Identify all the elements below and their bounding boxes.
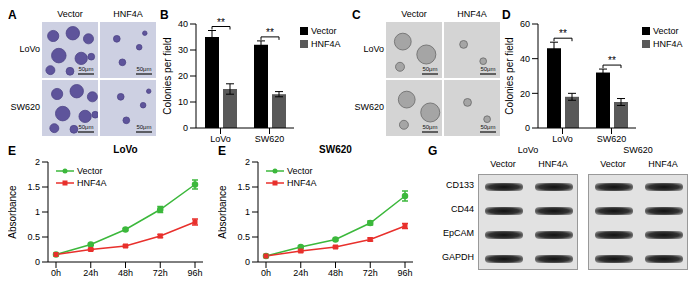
svg-text:40: 40 [520, 54, 530, 64]
svg-text:72h: 72h [363, 268, 378, 278]
svg-text:0: 0 [525, 123, 530, 133]
svg-text:1: 1 [35, 207, 40, 217]
html-text:HNF4A: HNF4A [287, 178, 317, 188]
html-text:HNF4A: HNF4A [113, 9, 143, 19]
html-text:Vector: Vector [490, 159, 516, 169]
svg-text:1: 1 [245, 207, 250, 217]
html-text:Vector: Vector [311, 26, 337, 36]
html-text:HNF4A: HNF4A [311, 39, 341, 49]
svg-text:24h: 24h [83, 268, 98, 278]
html-text:CD133: CD133 [446, 180, 474, 190]
svg-text:0: 0 [245, 257, 250, 267]
html-text:E: E [8, 144, 16, 158]
html-text:HNF4A: HNF4A [653, 39, 683, 49]
svg-text:**: ** [608, 55, 616, 66]
svg-text:50μm: 50μm [136, 124, 151, 130]
html-text:GAPDH: GAPDH [442, 252, 474, 262]
html-text:Vector: Vector [287, 166, 313, 176]
html-text:C: C [352, 8, 361, 22]
svg-text:50μm: 50μm [422, 66, 437, 72]
svg-text:50μm: 50μm [480, 66, 495, 72]
svg-text:10: 10 [178, 97, 188, 107]
html-text:A: A [8, 8, 17, 22]
svg-text:LoVo: LoVo [210, 134, 231, 144]
svg-text:20: 20 [520, 89, 530, 99]
svg-text:1.5: 1.5 [237, 182, 250, 192]
html-text:D: D [502, 8, 511, 22]
svg-text:2: 2 [245, 157, 250, 167]
html-text:HNF4A: HNF4A [77, 178, 107, 188]
html-text:LoVo: LoVo [113, 144, 138, 155]
html-text:Vector: Vector [653, 26, 679, 36]
svg-text:20: 20 [178, 71, 188, 81]
html-text:HNF4A: HNF4A [457, 9, 487, 19]
svg-text:0.5: 0.5 [237, 232, 250, 242]
html-text:LoVo: LoVo [19, 44, 40, 54]
svg-text:40: 40 [178, 19, 188, 29]
svg-text:72h: 72h [153, 268, 168, 278]
html-text:E: E [218, 144, 226, 158]
html-text:Vector: Vector [57, 9, 83, 19]
svg-text:50μm: 50μm [480, 124, 495, 130]
svg-text:24h: 24h [293, 268, 308, 278]
svg-text:0.5: 0.5 [27, 232, 40, 242]
svg-text:**: ** [217, 17, 225, 28]
svg-text:0: 0 [35, 257, 40, 267]
svg-text:96h: 96h [397, 268, 412, 278]
html-text:Vector: Vector [401, 9, 427, 19]
html-text:B: B [160, 8, 169, 22]
svg-text:50μm: 50μm [136, 66, 151, 72]
html-text:G: G [428, 144, 438, 158]
svg-text:**: ** [559, 28, 567, 39]
svg-text:48h: 48h [118, 268, 133, 278]
svg-text:2: 2 [35, 157, 40, 167]
svg-text:Absorbance: Absorbance [218, 185, 228, 239]
svg-text:Colonies per field: Colonies per field [162, 37, 173, 114]
html-text:LoVo: LoVo [517, 145, 539, 155]
svg-text:LoVo: LoVo [552, 134, 573, 144]
svg-text:0h: 0h [51, 268, 61, 278]
html-text:Vector: Vector [77, 166, 103, 176]
svg-text:SW620: SW620 [597, 134, 627, 144]
html-text:HNF4A: HNF4A [648, 159, 678, 169]
svg-text:30: 30 [178, 45, 188, 55]
svg-text:0h: 0h [261, 268, 271, 278]
html-text:CD44: CD44 [451, 204, 474, 214]
html-text:SW620: SW620 [319, 144, 352, 155]
svg-text:96h: 96h [187, 268, 202, 278]
html-text:EpCAM: EpCAM [443, 228, 474, 238]
svg-text:1.5: 1.5 [27, 182, 40, 192]
svg-text:50μm: 50μm [422, 124, 437, 130]
html-text:SW620: SW620 [354, 102, 384, 112]
html-text:Vector: Vector [600, 159, 626, 169]
svg-text:0: 0 [183, 123, 188, 133]
html-text:HNF4A: HNF4A [538, 159, 568, 169]
html-text:LoVo: LoVo [363, 44, 384, 54]
html-text:SW620: SW620 [10, 102, 40, 112]
svg-text:Absorbance: Absorbance [8, 185, 18, 239]
svg-text:50μm: 50μm [78, 66, 93, 72]
svg-text:60: 60 [520, 19, 530, 29]
html-text:SW620: SW620 [623, 145, 653, 155]
svg-text:48h: 48h [328, 268, 343, 278]
svg-text:Colonies per field: Colonies per field [504, 37, 515, 114]
svg-text:**: ** [266, 27, 274, 38]
svg-text:50μm: 50μm [78, 124, 93, 130]
svg-text:SW620: SW620 [255, 134, 285, 144]
